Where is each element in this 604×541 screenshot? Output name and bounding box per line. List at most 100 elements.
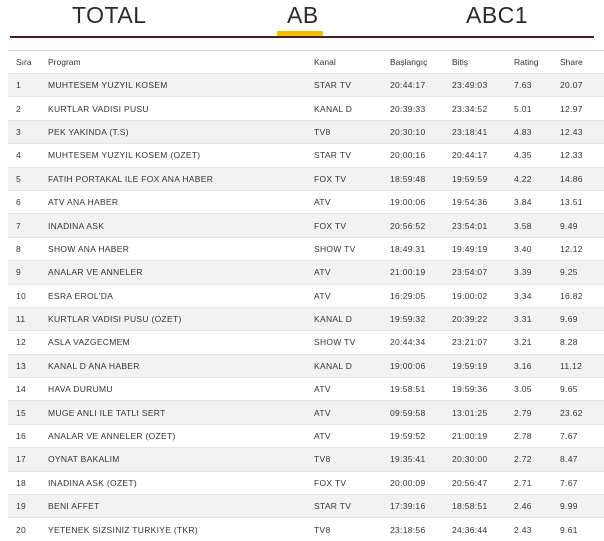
- cell-sira: 15: [8, 400, 48, 425]
- header-bitis: Bitiş: [452, 50, 514, 74]
- table-row: 17 OYNAT BAKALIM TV8 19:35:41 20:30:00 2.72 8.…: [8, 447, 604, 472]
- cell-rating: 3.05: [514, 377, 560, 401]
- table-row: 11 KURTLAR VADISI PUSU (OZET) KANAL D 19:59…: [8, 306, 604, 331]
- table-row: 3 PEK YAKINDA (T.S) TV8 20:30:10 23:18:41 4.8…: [8, 119, 604, 144]
- cell-kanal: FOX TV: [314, 213, 390, 238]
- cell-bitis: 24:36:44: [452, 517, 514, 541]
- cell-sira: 14: [8, 377, 48, 401]
- cell-program: HAVA DURUMU: [48, 377, 314, 401]
- cell-program: ANALAR VE ANNELER (OZET): [48, 423, 314, 448]
- cell-rating: 3.31: [514, 306, 560, 331]
- cell-baslangic: 20:30:10: [390, 119, 452, 144]
- cell-rating: 2.79: [514, 400, 560, 425]
- cell-share: 23.62: [560, 400, 604, 425]
- cell-kanal: TV8: [314, 447, 390, 472]
- cell-sira: 16: [8, 423, 48, 448]
- table-row: 5 FATIH PORTAKAL ILE FOX ANA HABER FOX TV 1…: [8, 166, 604, 191]
- table-body: 1 MUHTESEM YUZYIL KOSEM STAR TV 20:44:17 23:…: [8, 72, 604, 541]
- cell-baslangic: 20:00:09: [390, 470, 452, 495]
- cell-share: 9.65: [560, 377, 604, 401]
- cell-rating: 5.01: [514, 96, 560, 121]
- header-share: Share: [560, 50, 604, 74]
- cell-sira: 3: [8, 119, 48, 144]
- tab-ab[interactable]: AB: [287, 2, 319, 28]
- cell-bitis: 20:44:17: [452, 143, 514, 168]
- cell-baslangic: 19:58:51: [390, 377, 452, 401]
- table-row: 14 HAVA DURUMU ATV 19:58:51 19:59:36 3.05 9.65: [8, 377, 604, 401]
- cell-rating: 2.78: [514, 423, 560, 448]
- table-row: 2 KURTLAR VADISI PUSU KANAL D 20:39:33 23:34…: [8, 96, 604, 121]
- cell-kanal: TV8: [314, 119, 390, 144]
- cell-sira: 2: [8, 96, 48, 121]
- cell-rating: 4.35: [514, 143, 560, 168]
- cell-share: 9.25: [560, 260, 604, 285]
- cell-sira: 12: [8, 330, 48, 355]
- cell-kanal: ATV: [314, 283, 390, 308]
- cell-baslangic: 18:59:48: [390, 166, 452, 191]
- cell-sira: 17: [8, 447, 48, 472]
- cell-sira: 7: [8, 213, 48, 238]
- cell-bitis: 19:49:19: [452, 236, 514, 261]
- cell-baslangic: 19:35:41: [390, 447, 452, 472]
- cell-share: 20.07: [560, 72, 604, 97]
- active-tab-indicator: [277, 31, 323, 36]
- cell-bitis: 19:54:36: [452, 189, 514, 214]
- cell-program: ASLA VAZGECMEM: [48, 330, 314, 355]
- cell-rating: 2.72: [514, 447, 560, 472]
- table-row: 13 KANAL D ANA HABER KANAL D 19:00:06 19:59:…: [8, 353, 604, 378]
- cell-kanal: STAR TV: [314, 72, 390, 97]
- cell-share: 12.97: [560, 96, 604, 121]
- cell-baslangic: 20:44:34: [390, 330, 452, 355]
- cell-sira: 11: [8, 306, 48, 331]
- table-row: 1 MUHTESEM YUZYIL KOSEM STAR TV 20:44:17 23:…: [8, 72, 604, 97]
- cell-rating: 3.34: [514, 283, 560, 308]
- cell-program: ESRA EROL'DA: [48, 283, 314, 308]
- cell-share: 12.43: [560, 119, 604, 144]
- cell-baslangic: 20:56:52: [390, 213, 452, 238]
- cell-share: 9.69: [560, 306, 604, 331]
- table-row: 18 INADINA ASK (OZET) FOX TV 20:00:09 20:56:…: [8, 470, 604, 495]
- table-row: 10 ESRA EROL'DA ATV 16:29:05 19:00:02 3.34 16.…: [8, 283, 604, 308]
- cell-bitis: 19:00:02: [452, 283, 514, 308]
- cell-bitis: 19:59:36: [452, 377, 514, 401]
- cell-rating: 2.43: [514, 517, 560, 541]
- cell-kanal: SHOW TV: [314, 330, 390, 355]
- cell-share: 7.67: [560, 423, 604, 448]
- cell-baslangic: 17:39:16: [390, 494, 452, 518]
- cell-sira: 8: [8, 236, 48, 261]
- cell-program: MUHTESEM YUZYIL KOSEM: [48, 72, 314, 97]
- cell-rating: 4.22: [514, 166, 560, 191]
- cell-program: FATIH PORTAKAL ILE FOX ANA HABER: [48, 166, 314, 191]
- tab-abc1[interactable]: ABC1: [466, 2, 529, 28]
- cell-share: 8.28: [560, 330, 604, 355]
- cell-bitis: 13:01:25: [452, 400, 514, 425]
- cell-bitis: 23:54:01: [452, 213, 514, 238]
- cell-sira: 4: [8, 143, 48, 168]
- cell-kanal: TV8: [314, 517, 390, 541]
- cell-kanal: ATV: [314, 189, 390, 214]
- cell-sira: 9: [8, 260, 48, 285]
- table-row: 7 INADINA ASK FOX TV 20:56:52 23:54:01 3.58 9.…: [8, 213, 604, 238]
- cell-rating: 3.16: [514, 353, 560, 378]
- ratings-table: Sıra Program Kanal Başlangıç Bitiş Ratin…: [8, 50, 604, 541]
- cell-share: 16.82: [560, 283, 604, 308]
- cell-kanal: ATV: [314, 377, 390, 401]
- cell-program: YETENEK SIZSINIZ TURKIYE (TKR): [48, 517, 314, 541]
- cell-baslangic: 20:44:17: [390, 72, 452, 97]
- cell-share: 13.51: [560, 189, 604, 214]
- cell-bitis: 23:49:03: [452, 72, 514, 97]
- cell-bitis: 23:54:07: [452, 260, 514, 285]
- cell-bitis: 20:30:00: [452, 447, 514, 472]
- table-row: 12 ASLA VAZGECMEM SHOW TV 20:44:34 23:21:07 3…: [8, 330, 604, 355]
- cell-rating: 2.71: [514, 470, 560, 495]
- cell-bitis: 19:59:19: [452, 353, 514, 378]
- header-sira: Sıra: [8, 50, 48, 74]
- table-row: 15 MUGE ANLI ILE TATLI SERT ATV 09:59:58 13:…: [8, 400, 604, 425]
- cell-baslangic: 09:59:58: [390, 400, 452, 425]
- audience-tabs: TOTAL AB ABC1: [0, 0, 604, 40]
- cell-program: KURTLAR VADISI PUSU (OZET): [48, 306, 314, 331]
- tab-total[interactable]: TOTAL: [72, 2, 147, 28]
- cell-rating: 3.40: [514, 236, 560, 261]
- cell-kanal: FOX TV: [314, 166, 390, 191]
- cell-baslangic: 20:39:33: [390, 96, 452, 121]
